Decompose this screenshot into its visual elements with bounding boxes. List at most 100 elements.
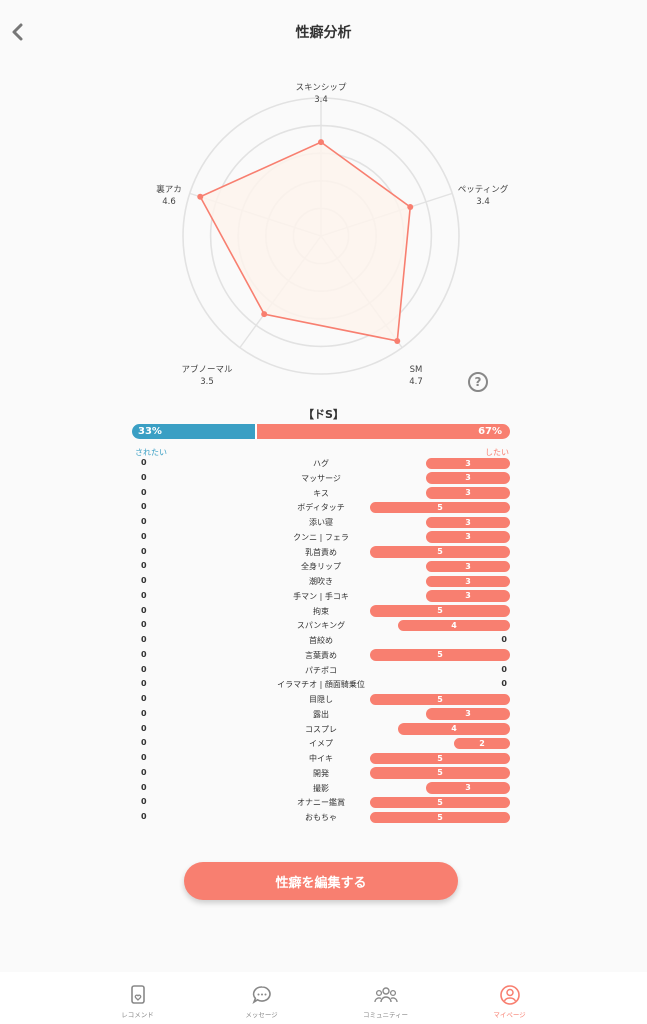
radar-polygon (199, 141, 412, 342)
radar-label-sm: SM 4.7 (396, 364, 436, 388)
give-bar: 4 (398, 723, 510, 735)
give-bar: 3 (426, 472, 510, 484)
radar-axis-name: ペッティング (457, 185, 509, 195)
tab-community[interactable]: コミュニティー (324, 972, 448, 1024)
give-bar: 2 (454, 737, 510, 750)
radar-point (197, 193, 204, 200)
list-item: 0 目隠し 5 (0, 692, 647, 707)
radar-axis-value: 3.4 (476, 197, 490, 207)
receive-value: 0 (141, 576, 147, 585)
receive-value: 0 (141, 812, 147, 821)
item-name: クンニ | フェラ (293, 532, 349, 542)
radar-axis-value: 3.5 (200, 377, 214, 387)
user-circle-icon (499, 985, 520, 1005)
list-item: 0 言葉責め 5 (0, 648, 647, 663)
list-item: 0 キス 3 (0, 486, 647, 501)
receive-value: 0 (141, 649, 147, 659)
item-name: 潮吹き (309, 577, 333, 586)
give-bar: 5 (370, 605, 510, 617)
receive-value: 0 (141, 738, 147, 748)
side-label-give: したい (485, 448, 509, 457)
back-button[interactable] (6, 20, 28, 44)
give-bar: 3 (426, 516, 510, 528)
radar-svg (182, 97, 460, 375)
ratio-left-segment: 33% (132, 424, 257, 439)
receive-value: 0 (141, 487, 147, 497)
item-name: 中イキ (309, 754, 333, 763)
tab-recommend[interactable]: レコメンド (76, 972, 200, 1024)
radar-point (394, 337, 401, 344)
preference-list: 0 ハグ 3 0 マッサージ 3 0 キス 3 0 ボディタッチ 5 0 添い寝 3 0 クンニ | フェラ 3 0… (0, 456, 647, 825)
give-bar: 5 (370, 811, 510, 823)
receive-value: 0 (141, 502, 147, 512)
edit-preferences-button[interactable]: 性癖を編集する (184, 862, 458, 900)
receive-value: 0 (141, 620, 147, 630)
item-name: 添い寝 (309, 518, 333, 527)
page-title: 性癖分析 (295, 25, 352, 41)
tab-label: メッセージ (245, 1011, 278, 1019)
item-name: 開発 (313, 768, 329, 778)
list-item: 0 露出 3 (0, 707, 647, 722)
help-button[interactable]: ? (468, 372, 488, 392)
tab-label: コミュニティー (362, 1011, 409, 1019)
list-item: 0 おもちゃ 5 (0, 810, 647, 825)
receive-value: 0 (141, 664, 147, 674)
give-bar: 5 (370, 546, 510, 558)
item-name: 拘束 (313, 606, 329, 616)
receive-value: 0 (141, 694, 147, 703)
give-bar: 3 (426, 590, 510, 602)
item-name: イメプ (309, 739, 333, 749)
give-value: 0 (501, 635, 507, 644)
item-name: 言葉責め (305, 650, 337, 660)
list-item: 0 コスプレ 4 (0, 722, 647, 737)
chevron-left-icon (12, 23, 23, 41)
receive-value: 0 (141, 723, 147, 733)
list-item: 0 イラマチオ | 顔面騎乗位 0 (0, 677, 647, 692)
radar-axis-value: 3.4 (314, 95, 328, 105)
recommend-card-icon (130, 985, 145, 1004)
give-bar: 5 (370, 649, 510, 661)
give-value: 0 (501, 664, 507, 674)
tab-label: レコメンド (121, 1011, 154, 1019)
item-name: 露出 (313, 709, 329, 719)
list-item: 0 中イキ 5 (0, 751, 647, 766)
item-name: マッサージ (301, 473, 341, 483)
item-name: 首絞め (309, 636, 333, 645)
give-bar: 3 (426, 560, 510, 573)
give-bar: 3 (426, 575, 510, 587)
item-name: コスプレ (305, 724, 337, 734)
radar-label-petting: ペッティング 3.4 (443, 184, 523, 208)
receive-value: 0 (141, 590, 147, 600)
type-title: 【ドS】 (303, 408, 344, 421)
give-bar: 5 (370, 501, 510, 514)
receive-value: 0 (141, 782, 147, 792)
receive-value: 0 (141, 708, 147, 718)
ratio-left-text: 33% (138, 426, 162, 437)
item-name: キス (313, 488, 329, 498)
receive-value: 0 (141, 767, 147, 777)
radar-label-abnormal: アブノーマル 3.5 (167, 364, 247, 388)
receive-value: 0 (141, 753, 147, 762)
list-item: 0 マッサージ 3 (0, 471, 647, 486)
give-bar: 3 (426, 487, 510, 499)
receive-value: 0 (141, 546, 147, 556)
tab-message[interactable]: メッセージ (200, 972, 324, 1024)
receive-value: 0 (141, 797, 147, 807)
list-item: 0 乳首責め 5 (0, 545, 647, 560)
item-name: 手マン | 手コキ (293, 591, 349, 601)
give-bar: 5 (370, 693, 510, 705)
list-item: 0 手マン | 手コキ 3 (0, 589, 647, 604)
list-item: 0 クンニ | フェラ 3 (0, 530, 647, 545)
ratio-right-segment: 67% (256, 424, 510, 439)
list-item: 0 イメプ 2 (0, 736, 647, 751)
tab-mypage[interactable]: マイページ (448, 972, 572, 1024)
give-bar: 5 (370, 752, 510, 764)
tab-label: マイページ (493, 1011, 526, 1019)
list-item: 0 首絞め 0 (0, 633, 647, 648)
receive-value: 0 (141, 517, 147, 526)
give-value: 0 (501, 679, 507, 689)
radar-axis-name: スキンシップ (295, 83, 347, 93)
item-name: スパンキング (296, 621, 346, 631)
radar-point (261, 311, 268, 318)
list-item: 0 パチポコ 0 (0, 663, 647, 678)
